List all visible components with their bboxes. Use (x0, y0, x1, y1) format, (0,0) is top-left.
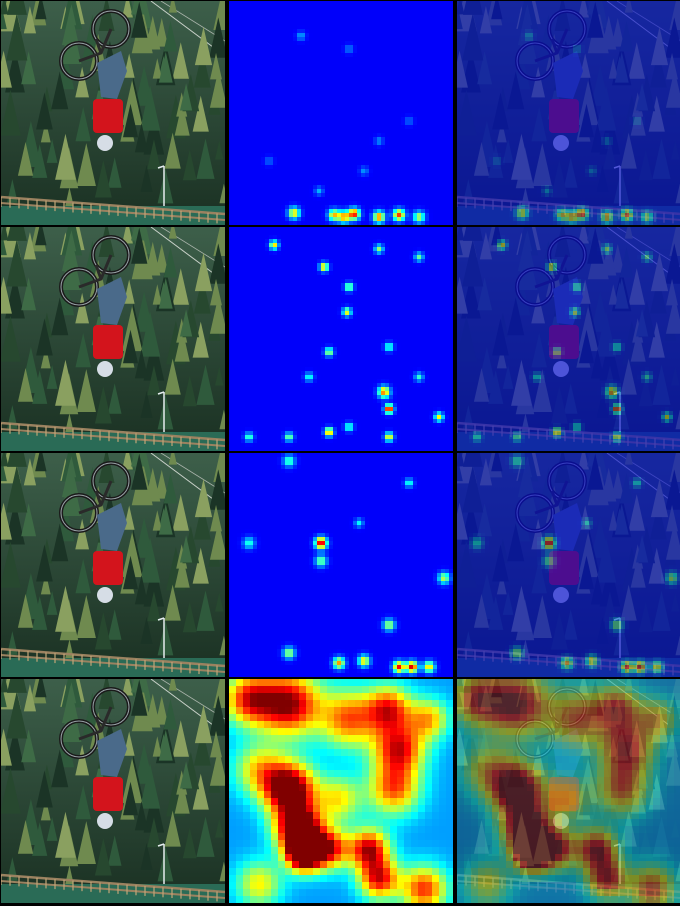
row-3-original-photo (1, 453, 225, 677)
row-2-heatmap-overlay (457, 227, 680, 451)
wooden-railing (457, 873, 680, 903)
forest-scene (1, 679, 225, 903)
heatmap-cells (457, 453, 680, 677)
row-3-heatmap-overlay (457, 453, 680, 677)
bmx-rider (59, 461, 131, 603)
heatmap-cells (229, 679, 453, 903)
row-3-attention-heatmap (229, 453, 453, 677)
wooden-railing (457, 421, 680, 451)
heatmap-cells (457, 227, 680, 451)
row-2-attention-heatmap (229, 227, 453, 451)
heatmap-cells (229, 1, 453, 225)
wooden-railing (1, 873, 225, 903)
bmx-rider (515, 9, 587, 151)
heatmap-cells (457, 1, 680, 225)
row-1-attention-heatmap (229, 1, 453, 225)
forest-scene (457, 679, 680, 903)
forest-scene (457, 227, 680, 451)
bmx-rider (59, 9, 131, 151)
wooden-railing (1, 195, 225, 225)
wooden-railing (1, 647, 225, 677)
bmx-rider (515, 235, 587, 377)
forest-scene (457, 453, 680, 677)
forest-scene (1, 1, 225, 225)
wooden-railing (1, 421, 225, 451)
heatmap-cells (229, 453, 453, 677)
wooden-railing (457, 195, 680, 225)
heatmap-cells (457, 679, 680, 903)
row-4-attention-heatmap (229, 679, 453, 903)
forest-scene (457, 1, 680, 225)
heatmap-cells (229, 227, 453, 451)
bmx-rider (59, 687, 131, 829)
wooden-railing (457, 647, 680, 677)
row-1-original-photo (1, 1, 225, 225)
row-4-heatmap-overlay (457, 679, 680, 903)
bmx-rider (59, 235, 131, 377)
bmx-rider (515, 461, 587, 603)
row-4-original-photo (1, 679, 225, 903)
bmx-rider (515, 687, 587, 829)
forest-scene (1, 227, 225, 451)
row-2-original-photo (1, 227, 225, 451)
row-1-heatmap-overlay (457, 1, 680, 225)
forest-scene (1, 453, 225, 677)
